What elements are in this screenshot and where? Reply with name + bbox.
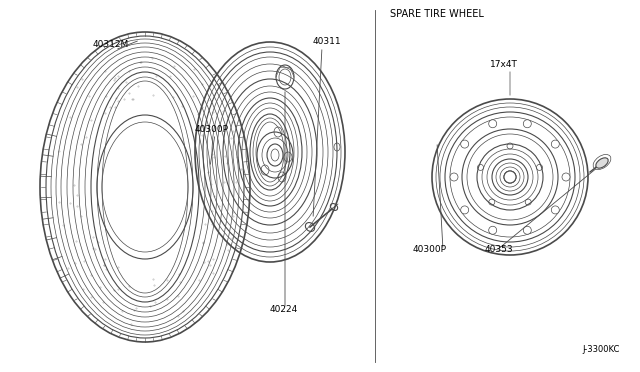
Text: 40312M: 40312M	[93, 40, 129, 49]
Text: 40311: 40311	[313, 37, 342, 46]
Ellipse shape	[596, 158, 608, 168]
Text: 40300P: 40300P	[195, 125, 229, 134]
Text: 40353: 40353	[485, 245, 514, 254]
Circle shape	[489, 120, 497, 128]
Circle shape	[461, 140, 468, 148]
Circle shape	[551, 140, 559, 148]
Circle shape	[524, 226, 531, 234]
Text: 17x4T: 17x4T	[490, 60, 518, 69]
Circle shape	[461, 206, 468, 214]
Text: 40224: 40224	[270, 305, 298, 314]
Circle shape	[504, 171, 516, 183]
Text: SPARE TIRE WHEEL: SPARE TIRE WHEEL	[390, 9, 484, 19]
Circle shape	[562, 173, 570, 181]
Circle shape	[524, 120, 531, 128]
Text: J-3300KC: J-3300KC	[582, 345, 620, 354]
Text: 40300P: 40300P	[413, 245, 447, 254]
Circle shape	[551, 206, 559, 214]
Circle shape	[450, 173, 458, 181]
Circle shape	[489, 226, 497, 234]
